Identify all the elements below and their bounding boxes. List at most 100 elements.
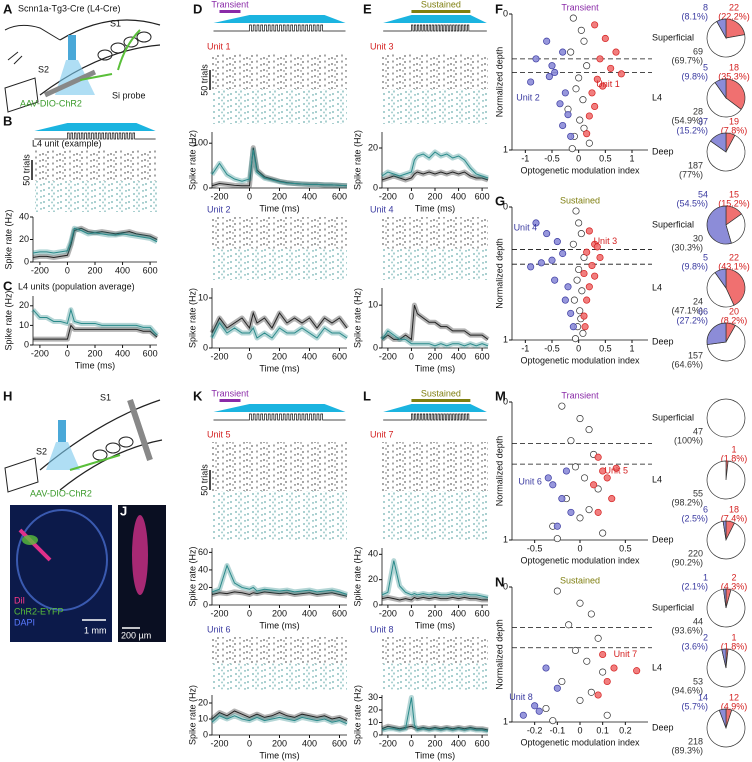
- panel-letter: M: [495, 388, 506, 403]
- y-axis-label: Normalized depth: [494, 47, 504, 118]
- unit-point: [599, 529, 607, 537]
- label-s2: S2: [36, 446, 47, 456]
- panel-letter: J: [120, 503, 127, 518]
- unit-point: [579, 96, 587, 104]
- pie-count: 20: [729, 306, 739, 316]
- unit-point: [583, 130, 591, 138]
- unit-point: [537, 259, 545, 267]
- pie-count: 47: [693, 426, 703, 436]
- unit-point: [567, 132, 575, 140]
- stimulus-label: Sustained: [421, 388, 461, 398]
- x-tick-label: 1: [629, 153, 634, 163]
- pie-count: 54: [698, 189, 708, 199]
- pie-percent: (9.8%): [681, 261, 708, 271]
- pie-count: 220: [688, 548, 703, 558]
- pie-count: 15: [729, 189, 739, 199]
- x-tick-label: -200: [210, 738, 228, 748]
- x-tick-label: 0.2: [619, 725, 632, 735]
- x-tick-label: 400: [451, 351, 466, 361]
- unit-point: [564, 111, 572, 119]
- unit-point: [567, 309, 575, 317]
- unit-point: [576, 415, 584, 423]
- x-tick-label: 600: [475, 608, 490, 618]
- unit-point: [561, 89, 569, 97]
- pie-slice: [721, 648, 727, 669]
- panel-title: Sustained: [560, 195, 600, 205]
- unit-point: [559, 48, 567, 56]
- x-tick-label: 400: [302, 191, 317, 201]
- light-ramp: [383, 404, 487, 412]
- x-tick-label: -200: [379, 191, 397, 201]
- pie-count: 28: [693, 106, 703, 116]
- unit-point: [532, 219, 540, 227]
- x-tick-label: 400: [302, 738, 317, 748]
- pie-count: 18: [729, 504, 739, 514]
- y-tick-label: 20: [368, 574, 378, 584]
- unit-point: [583, 296, 591, 304]
- unit-point: [542, 704, 550, 713]
- pie-slice: [706, 322, 727, 345]
- unit-point: [590, 481, 598, 489]
- x-axis-label: Time (ms): [415, 620, 455, 630]
- x-tick-label: 0: [409, 738, 414, 748]
- unit-point: [556, 100, 564, 108]
- unit-point: [585, 506, 593, 514]
- layer-label: Superficial: [652, 32, 694, 42]
- layer-label: Deep: [652, 534, 674, 544]
- pie-percent: (89.3%): [671, 745, 703, 755]
- pie-slice: [714, 268, 727, 290]
- diagram-h: [4, 399, 163, 493]
- x-tick-label: 0: [247, 191, 252, 201]
- pie-count: 69: [693, 46, 703, 56]
- x-axis-label: Optogenetic modulation index: [520, 355, 640, 365]
- pie-percent: (15.2%): [718, 198, 750, 208]
- x-tick-label: 400: [451, 191, 466, 201]
- legend-chr2: ChR2-EYFP: [14, 606, 64, 616]
- pie-percent: (3.6%): [681, 641, 708, 651]
- x-tick-label: 0: [409, 608, 414, 618]
- y-tick-label: 10: [368, 717, 378, 727]
- y-tick-label: 30: [368, 692, 378, 702]
- scale-label: 1 mm: [84, 625, 107, 635]
- pie-slice: [725, 78, 746, 110]
- unit-point: [591, 102, 599, 111]
- panel-letter: K: [193, 388, 203, 403]
- x-axis-label: Time (ms): [75, 360, 115, 370]
- x-axis-label: Optogenetic modulation index: [520, 555, 640, 565]
- y-tick-label: 20: [19, 234, 29, 244]
- pie-percent: (35.3%): [718, 71, 750, 81]
- unit-point: [532, 55, 540, 63]
- x-tick-label: 0: [65, 348, 70, 358]
- layer-label: L4: [652, 662, 662, 672]
- unit-point: [519, 711, 527, 719]
- x-tick-label: 200: [272, 608, 287, 618]
- unit-point: [591, 21, 599, 29]
- panel-title: Unit 1: [207, 41, 231, 51]
- unit-point: [575, 265, 583, 274]
- pie-slice: [706, 272, 735, 308]
- unit-point: [599, 650, 607, 659]
- x-tick-label: 0: [247, 738, 252, 748]
- unit-point: [599, 467, 607, 475]
- y-tick-label: 1: [503, 334, 508, 344]
- raster-light: [212, 89, 347, 124]
- raster-control: [212, 442, 347, 491]
- pie-percent: (15.2%): [676, 125, 708, 135]
- unit-point: [577, 230, 585, 238]
- pie-slice: [706, 20, 746, 58]
- light-ramp: [213, 404, 346, 412]
- unit-point: [601, 34, 609, 43]
- unit-point: [610, 664, 618, 672]
- pie-percent: (54.5%): [676, 198, 708, 208]
- y-tick-label: 40: [368, 549, 378, 559]
- x-tick-label: 0: [409, 351, 414, 361]
- pie-percent: (2.5%): [681, 513, 708, 523]
- raster-light: [35, 181, 157, 212]
- unit-point: [594, 453, 602, 461]
- x-tick-label: 200: [427, 608, 442, 618]
- y-tick-label: 60: [198, 547, 208, 557]
- unit-point: [553, 587, 561, 595]
- x-tick-label: 0: [409, 191, 414, 201]
- pie-slice: [706, 709, 746, 748]
- pie-count: 12: [729, 692, 739, 702]
